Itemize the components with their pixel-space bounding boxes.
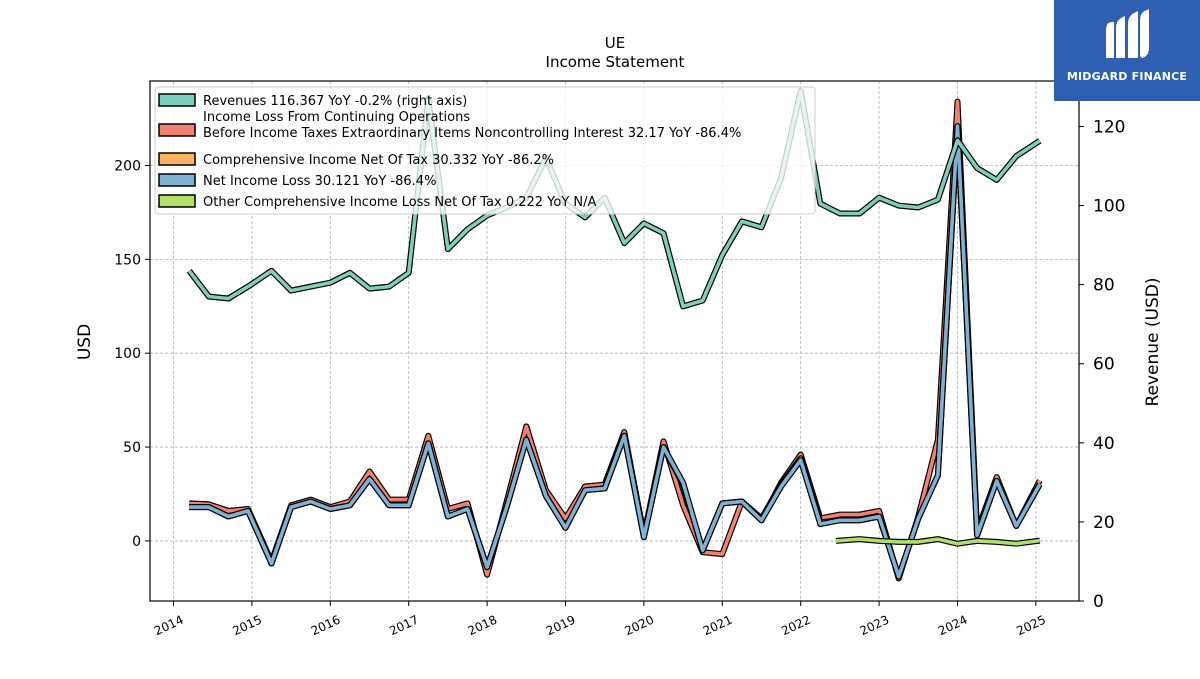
midgard-logo-icon (1106, 9, 1149, 58)
series-layer (186, 87, 1043, 582)
chart-subtitle: Income Statement (546, 53, 685, 71)
legend-swatch (158, 173, 196, 187)
x-tick-label: 2023 (858, 613, 892, 639)
series-line (187, 89, 1041, 309)
y-axis-label-left: USD (75, 324, 95, 360)
x-tick-label: 2025 (1014, 613, 1048, 639)
x-tick-label: 2018 (466, 613, 500, 639)
y-tick-label-right: 0 (1093, 592, 1104, 612)
series-line (189, 124, 1042, 579)
brand-logo: MIDGARD FINANCE (1054, 0, 1200, 101)
legend-label: Comprehensive Income Net Of Tax 30.332 Y… (203, 153, 554, 168)
legend-box (154, 86, 816, 215)
y-tick-label-left: 200 (114, 158, 141, 174)
legend-label: Net Income Loss 30.121 YoY -86.4% (203, 174, 436, 189)
legend-swatch (158, 123, 196, 137)
legend-label: Other Comprehensive Income Loss Net Of T… (203, 195, 597, 210)
y-tick-label-right: 100 (1093, 197, 1125, 217)
x-tick-label: 2019 (544, 613, 578, 639)
x-tick-label: 2022 (779, 613, 813, 639)
x-tick-label: 2020 (622, 613, 656, 639)
y-tick-label-right: 40 (1093, 434, 1115, 454)
legend-label: Revenues 116.367 YoY -0.2% (right axis) (203, 94, 467, 109)
legend-swatch (158, 152, 196, 166)
x-tick-label: 2014 (152, 613, 186, 639)
legend-label: Income Loss From Continuing Operations (203, 110, 470, 125)
y-tick-label-right: 120 (1093, 117, 1125, 137)
x-tick-label: 2024 (936, 613, 970, 639)
legend-swatch (158, 194, 196, 208)
x-tick-label: 2021 (701, 613, 735, 639)
x-tick-label: 2017 (387, 613, 421, 639)
y-tick-label-right: 60 (1093, 355, 1115, 375)
y-tick-label-left: 100 (114, 346, 141, 362)
y-tick-label-left: 50 (123, 440, 141, 456)
legend: Revenues 116.367 YoY -0.2% (right axis)I… (154, 86, 816, 215)
chart-title: UE (605, 34, 625, 52)
series-line (835, 537, 1041, 546)
y-tick-label-left: 150 (114, 252, 141, 268)
brand-name: MIDGARD FINANCE (1066, 70, 1188, 83)
y-tick-label-right: 20 (1093, 513, 1115, 533)
y-tick-label-right: 80 (1093, 276, 1115, 296)
legend-label: Before Income Taxes Extraordinary Items … (203, 126, 741, 141)
x-tick-label: 2015 (230, 613, 264, 639)
x-tick-label: 2016 (309, 613, 343, 639)
series-3 (189, 123, 1043, 580)
plot-frame (149, 80, 1080, 602)
y-axis-label-right: Revenue (USD) (1143, 277, 1163, 406)
series-4 (835, 536, 1041, 547)
legend-swatch (158, 93, 196, 107)
y-tick-label-left: 0 (132, 534, 141, 550)
series-0 (186, 87, 1042, 310)
